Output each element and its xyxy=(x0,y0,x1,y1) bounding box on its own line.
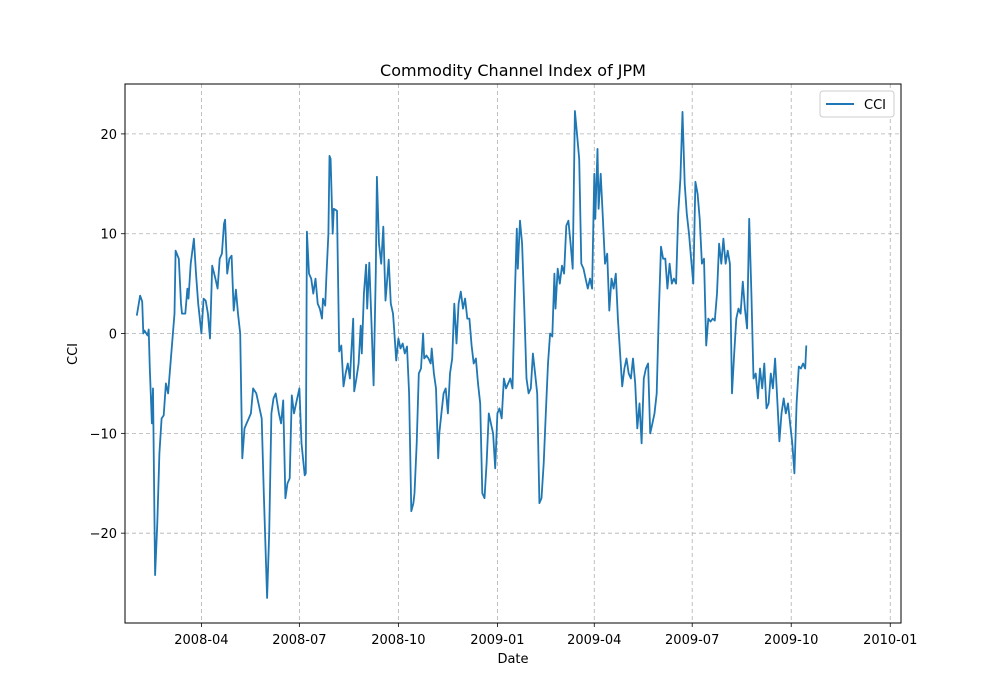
y-tick-label: 10 xyxy=(100,228,117,243)
series-line-cci xyxy=(135,110,808,599)
x-tick-label: 2008-07 xyxy=(272,633,326,648)
legend-label: CCI xyxy=(864,98,886,113)
y-tick-label: −20 xyxy=(90,527,117,542)
y-tick-label: −10 xyxy=(90,427,117,442)
y-axis: −20 −10 0 10 20 xyxy=(90,128,125,542)
x-tick-label: 2009-01 xyxy=(470,633,524,648)
x-tick-label: 2010-01 xyxy=(863,633,917,648)
x-tick-label: 2009-04 xyxy=(567,633,621,648)
x-tick-label: 2009-07 xyxy=(665,633,719,648)
plot-frame xyxy=(124,83,902,624)
x-tick-label: 2008-04 xyxy=(174,633,228,648)
legend: CCI xyxy=(819,90,895,118)
x-axis: 2008-04 2008-07 2008-10 2009-01 2009-04 2009-… xyxy=(174,623,917,648)
grid xyxy=(125,84,901,623)
x-tick-label: 2009-10 xyxy=(764,633,818,648)
chart-title: Commodity Channel Index of JPM xyxy=(380,61,646,80)
x-axis-label: Date xyxy=(497,652,528,667)
x-tick-label: 2008-10 xyxy=(371,633,425,648)
legend-box xyxy=(819,90,895,118)
y-tick-label: 20 xyxy=(100,128,117,143)
y-axis-label: CCI xyxy=(66,343,81,365)
series-layer xyxy=(135,110,808,599)
y-tick-label: 0 xyxy=(109,328,117,343)
